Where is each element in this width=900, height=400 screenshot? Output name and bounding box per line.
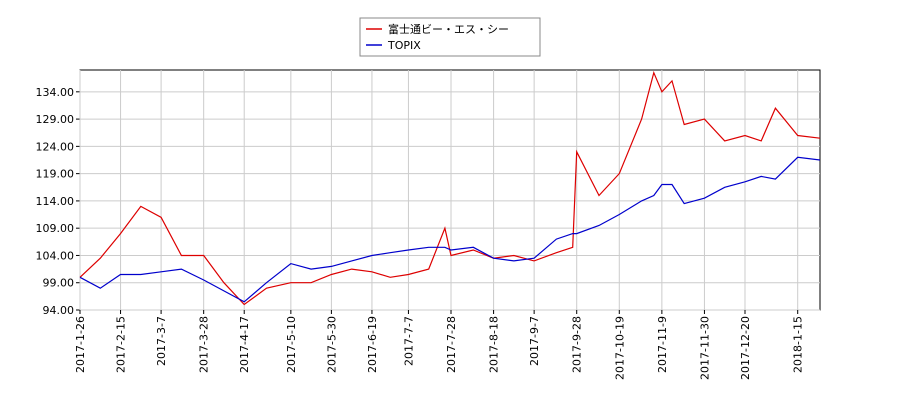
- x-tick-label: 2017-4-17: [238, 316, 251, 373]
- legend-label: 富士通ビー・エス・シー: [388, 22, 509, 36]
- x-tick-label: 2017-3-7: [155, 316, 168, 366]
- x-tick-label: 2017-7-7: [402, 316, 415, 366]
- x-tick-label: 2017-3-28: [198, 316, 211, 373]
- series-line: [79, 70, 821, 306]
- x-tick-label: 2017-11-30: [698, 316, 711, 380]
- y-tick-label: 129.00: [36, 113, 75, 126]
- x-tick-label: 2017-10-19: [613, 316, 626, 380]
- series-line: [79, 156, 821, 303]
- x-tick-label: 2017-6-19: [366, 316, 379, 373]
- y-tick-label: 109.00: [36, 222, 75, 235]
- x-tick-label: 2017-12-20: [739, 316, 752, 380]
- y-tick-label: 94.00: [43, 304, 75, 317]
- y-tick-label: 124.00: [36, 140, 75, 153]
- x-tick-label: 2017-5-10: [285, 316, 298, 373]
- x-tick-label: 2017-11-9: [656, 316, 669, 373]
- x-tick-label: 2017-5-30: [325, 316, 338, 373]
- y-tick-label: 114.00: [36, 195, 75, 208]
- x-tick-label: 2017-2-15: [115, 316, 128, 373]
- y-tick-label: 119.00: [36, 168, 75, 181]
- x-tick-label: 2017-9-7: [528, 316, 541, 366]
- x-tick-label: 2017-9-28: [571, 316, 584, 373]
- x-tick-label: 2017-8-18: [488, 316, 501, 373]
- x-tick-label: 2017-1-26: [74, 316, 87, 373]
- legend-label: TOPIX: [387, 39, 421, 52]
- y-tick-label: 104.00: [36, 249, 75, 262]
- y-tick-label: 99.00: [43, 277, 75, 290]
- y-tick-label: 134.00: [36, 86, 75, 99]
- x-tick-label: 2017-7-28: [445, 316, 458, 373]
- x-tick-label: 2018-1-15: [792, 316, 805, 373]
- legend-box: [359, 17, 541, 57]
